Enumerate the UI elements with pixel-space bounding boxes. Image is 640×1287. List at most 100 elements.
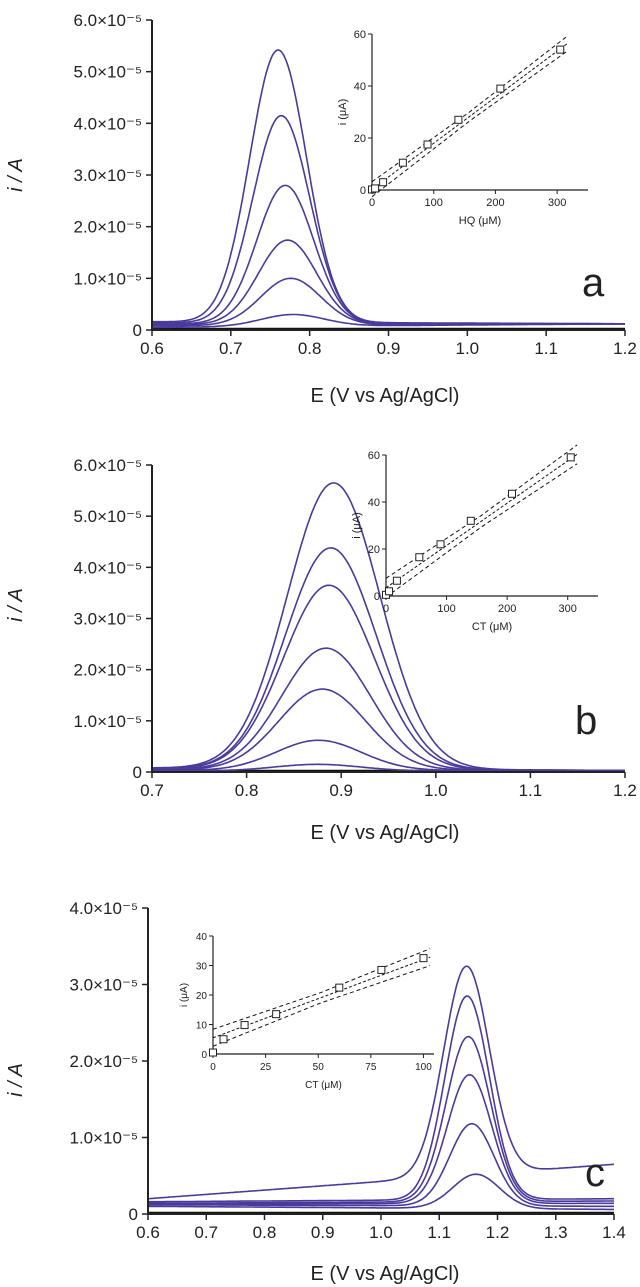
inset-x-tick-label: 300 <box>559 603 577 615</box>
y-tick-label: 4.0×10⁻⁵ <box>74 558 143 577</box>
inset-fit-line <box>371 43 568 190</box>
inset-y-axis-label: i (μA) <box>351 512 363 539</box>
inset-confidence-band <box>371 51 567 198</box>
panel-a-axes <box>151 20 625 331</box>
panel-c-x-axis-label: E (V vs Ag/AgCl) <box>311 1263 460 1285</box>
inset-x-tick-label: 25 <box>260 1062 272 1073</box>
inset-y-tick-label: 30 <box>196 962 208 973</box>
voltammogram-curve <box>148 1073 614 1205</box>
inset-fit-line <box>212 956 431 1039</box>
panel-c-curves <box>147 965 615 1214</box>
panel-a-label: a <box>582 261 605 305</box>
inset-confidence-band <box>212 965 431 1047</box>
panel-b-y-axis-label: i / A <box>5 588 27 622</box>
panel-b-x-axis-label: E (V vs Ag/AgCl) <box>311 822 460 844</box>
y-tick-label: 5.0×10⁻⁵ <box>74 507 143 526</box>
y-tick-label: 0 <box>133 763 142 782</box>
inset-data-point <box>392 576 401 585</box>
x-tick-label: 0.8 <box>235 781 259 800</box>
inset-y-tick-label: 20 <box>354 133 366 145</box>
voltammogram-curve <box>152 482 625 772</box>
x-tick-label: 0.9 <box>311 1223 335 1242</box>
inset-y-tick-label: 40 <box>354 81 366 93</box>
x-tick-label: 0.8 <box>298 339 322 358</box>
panel-a-curves <box>152 49 625 330</box>
inset-x-axis-label: CT (μM) <box>472 621 512 633</box>
inset-data-point <box>556 45 565 54</box>
x-tick-label: 1.2 <box>613 781 637 800</box>
inset-y-tick-label: 0 <box>360 185 366 197</box>
x-tick-label: 0.9 <box>377 339 401 358</box>
inset-data-point <box>436 540 445 549</box>
inset-data-point <box>496 84 505 93</box>
voltammogram-curve <box>152 688 625 772</box>
inset-y-tick-label: 0 <box>374 591 380 603</box>
voltammogram-curve <box>147 995 614 1203</box>
x-tick-label: 1.1 <box>427 1223 451 1242</box>
inset-confidence-band <box>212 948 431 1030</box>
panel-b-curves <box>151 482 625 772</box>
panel-b-y-ticks: 0 1.0×10⁻⁵ 2.0×10⁻⁵ 3.0×10⁻⁵ 4.0×10⁻⁵ 5.0×10⁻… <box>74 456 152 782</box>
y-tick-label: 2.0×10⁻⁵ <box>70 1052 139 1071</box>
inset-data-point <box>219 1035 228 1044</box>
panel-c: 0 1.0×10⁻⁵ 2.0×10⁻⁵ 3.0×10⁻⁵ 4.0×10⁻⁵ 0.6 0.7… <box>5 899 626 1285</box>
panel-a-x-axis-label: E (V vs Ag/AgCl) <box>311 385 460 407</box>
y-tick-label: 0 <box>129 1205 138 1224</box>
x-tick-label: 1.3 <box>544 1223 568 1242</box>
y-tick-label: 3.0×10⁻⁵ <box>74 610 143 629</box>
panel-b-inset: 0 20 40 60 0 100 200 300 CT (μM) i (μA) <box>351 444 598 633</box>
x-tick-label: 0.9 <box>329 781 353 800</box>
voltammogram-curve <box>152 313 625 329</box>
inset-x-axis-label: CT (μM) <box>305 1080 342 1091</box>
x-tick-label: 0.8 <box>253 1223 277 1242</box>
x-tick-label: 0.6 <box>136 1223 160 1242</box>
x-tick-label: 0.7 <box>140 781 164 800</box>
y-tick-label: 5.0×10⁻⁵ <box>74 63 143 82</box>
panel-b: 0 1.0×10⁻⁵ 2.0×10⁻⁵ 3.0×10⁻⁵ 4.0×10⁻⁵ 5.0×10⁻… <box>5 444 637 844</box>
inset-x-axis-label: HQ (μM) <box>459 215 501 227</box>
y-tick-label: 3.0×10⁻⁵ <box>74 166 143 185</box>
voltammogram-curve <box>148 1035 614 1205</box>
inset-x-tick-label: 0 <box>369 197 375 209</box>
voltammogram-curve <box>152 49 625 325</box>
y-tick-label: 2.0×10⁻⁵ <box>74 218 143 237</box>
x-tick-label: 1.2 <box>613 339 637 358</box>
inset-x-tick-label: 300 <box>548 197 566 209</box>
panel-b-axes <box>151 465 625 773</box>
inset-y-tick-label: 40 <box>368 497 380 509</box>
inset-x-tick-label: 100 <box>437 603 455 615</box>
inset-x-tick-label: 75 <box>365 1062 377 1073</box>
y-tick-label: 6.0×10⁻⁵ <box>74 456 143 475</box>
voltammogram-curve <box>152 114 625 325</box>
inset-data-point <box>398 158 407 167</box>
panel-b-x-ticks: 0.7 0.8 0.9 1.0 1.1 1.2 <box>140 772 637 800</box>
x-tick-label: 0.7 <box>219 339 243 358</box>
voltammogram-curve <box>147 965 615 1200</box>
voltammogram-curve <box>147 1173 614 1211</box>
y-tick-label: 4.0×10⁻⁵ <box>74 114 143 133</box>
y-tick-label: 0 <box>133 321 142 340</box>
inset-data-point <box>377 965 386 974</box>
inset-data-point <box>466 516 475 525</box>
inset-y-tick-label: 40 <box>196 932 208 943</box>
y-tick-label: 4.0×10⁻⁵ <box>70 899 139 918</box>
inset-y-tick-label: 60 <box>354 29 366 41</box>
voltammogram-curve <box>148 1122 614 1208</box>
x-tick-label: 1.0 <box>369 1223 393 1242</box>
voltammogram-curve <box>152 277 625 327</box>
panel-a-y-ticks: 0 1.0×10⁻⁵ 2.0×10⁻⁵ 3.0×10⁻⁵ 4.0×10⁻⁵ 5.0×10⁻… <box>74 11 152 340</box>
inset-data-point <box>209 1048 217 1057</box>
inset-x-tick-label: 100 <box>425 197 443 209</box>
x-tick-label: 1.1 <box>534 339 558 358</box>
inset-data-point <box>371 184 380 193</box>
inset-x-tick-label: 100 <box>415 1062 432 1073</box>
inset-y-axis-label: i (μA) <box>179 983 190 1007</box>
inset-x-tick-label: 0 <box>210 1062 216 1073</box>
inset-x-tick-label: 200 <box>498 603 516 615</box>
inset-data-point <box>507 489 516 498</box>
x-tick-label: 1.4 <box>602 1223 626 1242</box>
voltammogram-curve <box>152 547 625 772</box>
inset-fit-line <box>385 453 578 589</box>
inset-data-point <box>272 1010 281 1019</box>
panel-a: 0 1.0×10⁻⁵ 2.0×10⁻⁵ 3.0×10⁻⁵ 4.0×10⁻⁵ 5.0×10⁻… <box>5 11 637 407</box>
